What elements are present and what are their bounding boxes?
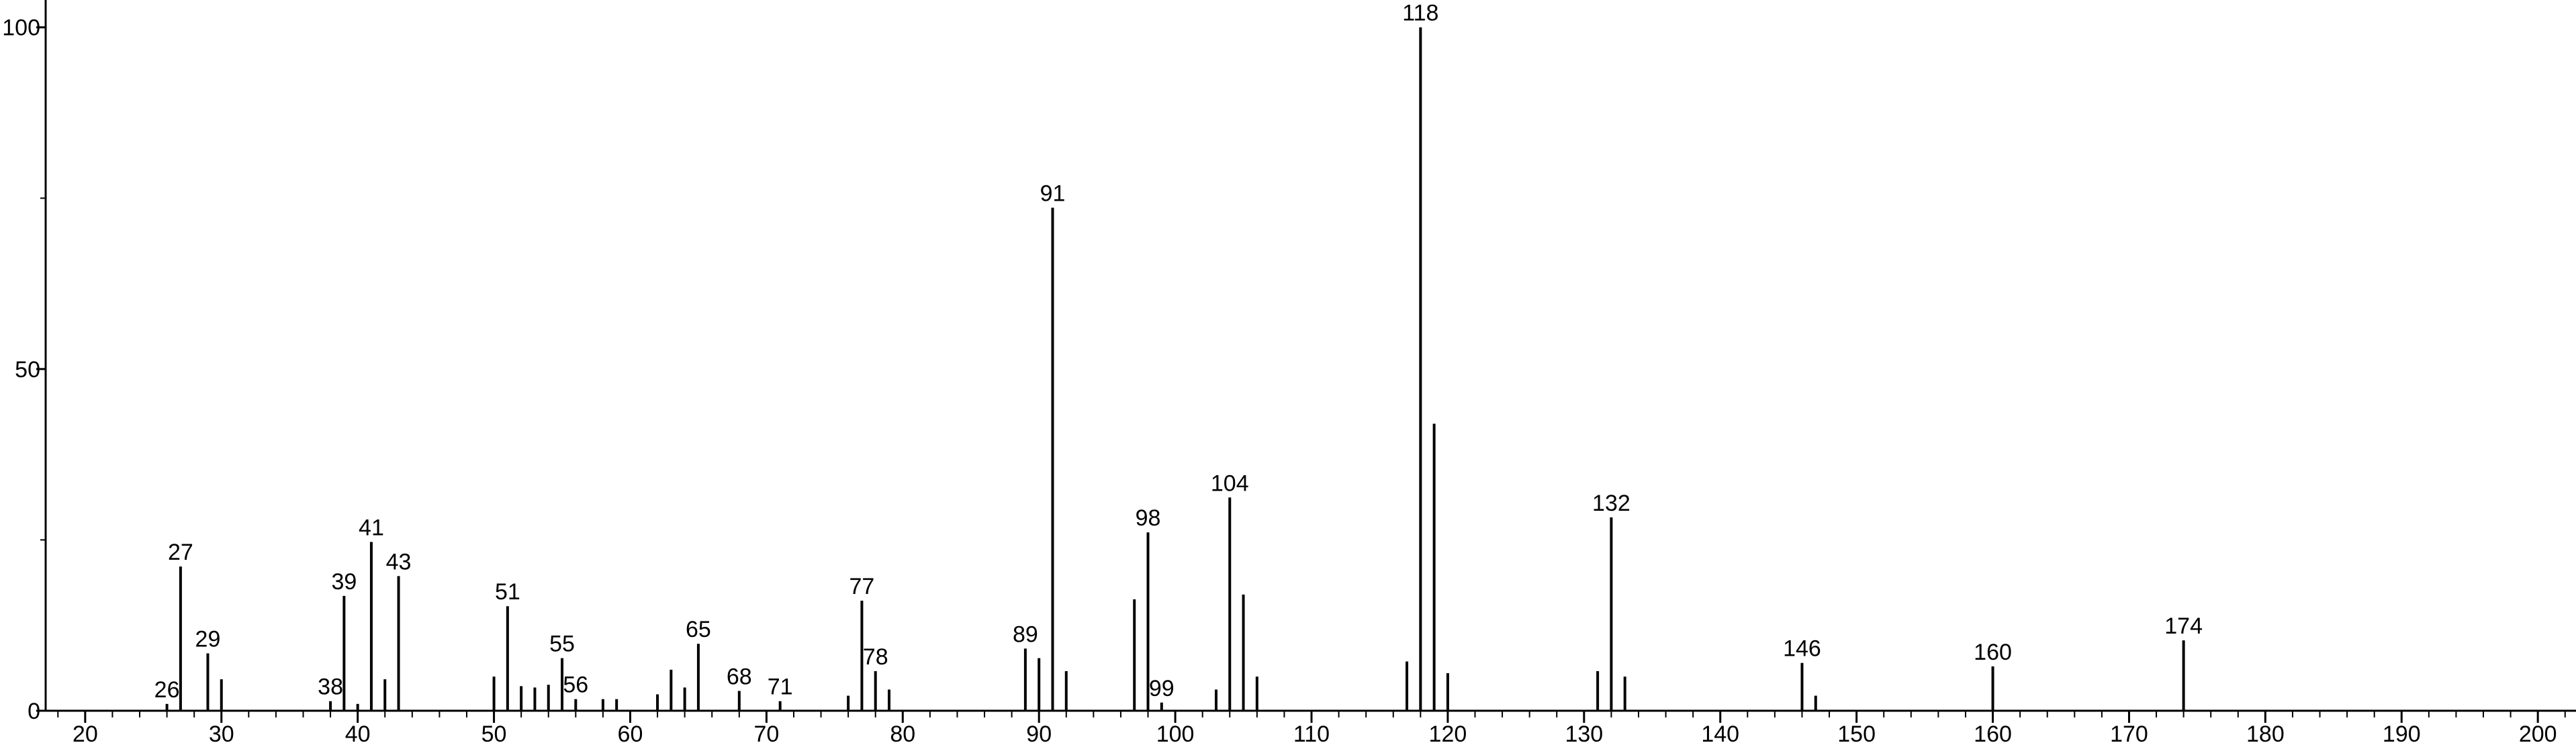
peak-label: 29 [195, 626, 221, 652]
peak-label: 71 [768, 675, 793, 700]
peak-label: 174 [2164, 613, 2203, 639]
x-tick-label: 150 [1837, 721, 1876, 747]
x-tick-label: 30 [209, 721, 234, 747]
x-tick-label: 190 [2383, 721, 2421, 747]
peak-label: 77 [849, 574, 875, 599]
x-tick-label: 90 [1026, 721, 1052, 747]
peak-label: 78 [863, 644, 888, 670]
x-tick-label: 50 [481, 721, 507, 747]
peak-label: 26 [154, 677, 180, 703]
x-tick-label: 130 [1565, 721, 1603, 747]
y-tick-label: 50 [15, 357, 40, 383]
peak-label: 65 [686, 617, 711, 642]
peak-label: 39 [331, 569, 357, 595]
peak-label: 118 [1402, 1, 1438, 26]
peak-label: 104 [1211, 470, 1249, 496]
peak-label: 51 [495, 579, 520, 605]
peak-label: 91 [1040, 181, 1066, 207]
x-tick-label: 20 [73, 721, 98, 747]
peak-label: 89 [1013, 621, 1038, 647]
peak-label: 55 [549, 632, 575, 657]
x-tick-label: 40 [345, 721, 371, 747]
x-tick-label: 110 [1293, 721, 1330, 747]
x-tick-label: 170 [2110, 721, 2148, 747]
x-tick-label: 180 [2246, 721, 2285, 747]
peak-label: 38 [318, 675, 343, 700]
x-tick-label: 80 [890, 721, 915, 747]
peak-label: 68 [727, 664, 752, 689]
y-tick-label: 0 [28, 699, 40, 724]
x-tick-label: 60 [618, 721, 643, 747]
y-tick-label: 100 [2, 15, 40, 41]
peak-label: 132 [1592, 491, 1630, 516]
x-tick-label: 70 [753, 721, 779, 747]
peak-label: 160 [1974, 640, 2012, 665]
peak-label: 27 [168, 540, 193, 565]
x-tick-label: 120 [1429, 721, 1467, 747]
peak-label: 43 [386, 549, 412, 575]
x-tick-label: 100 [1156, 721, 1195, 747]
peak-label: 99 [1149, 676, 1175, 701]
peak-label: 98 [1136, 505, 1161, 531]
x-tick-label: 200 [2519, 721, 2557, 747]
peak-label: 41 [359, 515, 384, 540]
x-tick-label: 160 [1974, 721, 2012, 747]
peak-label: 146 [1783, 636, 1821, 662]
peak-label: 56 [563, 672, 588, 698]
x-tick-label: 140 [1701, 721, 1739, 747]
